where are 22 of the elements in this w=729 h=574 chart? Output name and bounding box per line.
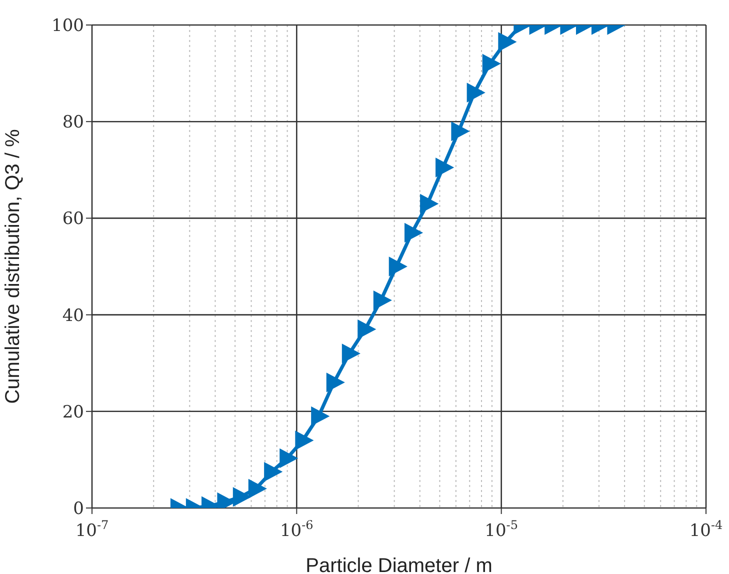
point [280,448,298,468]
y-tick-label: 40 [62,306,84,326]
point [264,462,282,482]
y-axis-title: Cumulative distribution, Q3 / % [2,129,24,404]
y-tick-label: 20 [62,402,84,422]
x-tick-label: 10$^{-4}$ [689,518,724,541]
point [342,344,360,363]
point [373,290,392,310]
point [248,479,266,498]
x-tick-label: 10$^{-6}$ [280,518,314,541]
y-tick-label: 60 [62,209,84,230]
point [326,372,344,392]
point [295,430,314,450]
x-tick-label: 10$^{-5}$ [484,518,518,541]
x-tick-label: 10$^{-7}$ [75,518,109,541]
point [358,320,376,339]
point [311,406,330,426]
point [232,487,251,506]
y-tick-label: 100 [52,16,84,36]
y-tick-label: 80 [62,112,84,133]
x-axis-title: Particle Diameter / m [306,555,492,574]
y-tick-label: 0 [73,499,84,520]
